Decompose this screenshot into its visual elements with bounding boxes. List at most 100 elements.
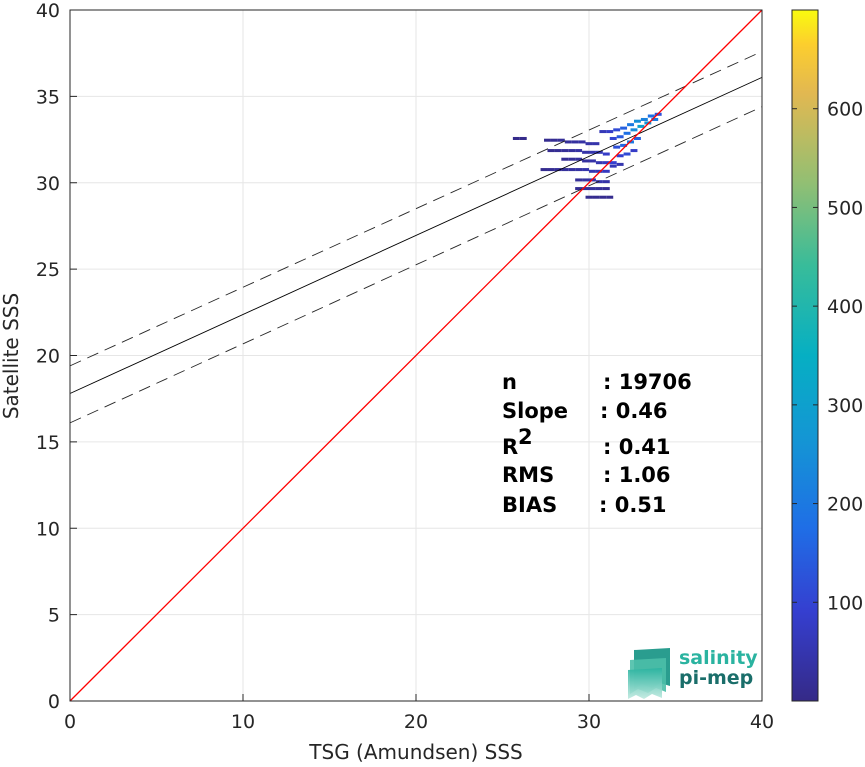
colorbar-tick-label: 600: [827, 99, 863, 121]
x-axis-title: TSG (Amundsen) SSS: [308, 740, 522, 764]
y-tick-label: 0: [48, 691, 60, 713]
density-cell: [575, 168, 583, 172]
stat-label: R: [502, 435, 518, 459]
density-cell: [606, 195, 614, 199]
density-cell: [575, 178, 583, 182]
density-cell: [585, 142, 593, 146]
colorbar-ticks: 100 200 300 400 500 600: [792, 99, 863, 614]
density-cell: [575, 157, 583, 161]
identity-line: [69, 9, 763, 702]
density-cell: [557, 138, 565, 142]
density-cell: [602, 187, 610, 191]
logo-text-line1: salinity: [679, 647, 758, 669]
density-cell: [589, 169, 596, 173]
density-cell: [599, 195, 607, 199]
x-tick-label: 20: [404, 711, 428, 733]
density-cell: [568, 157, 576, 161]
density-cell: [575, 187, 583, 191]
reference-lines: [69, 9, 763, 702]
stat-label: BIAS: [502, 493, 557, 517]
salinity-pi-mep-logo: salinity pi-mep: [628, 647, 758, 699]
x-tick-label: 40: [750, 711, 774, 733]
density-cell: [547, 168, 555, 172]
density-cell: [630, 128, 638, 132]
density-cell: [595, 187, 603, 191]
y-axis-title: Satellite SSS: [0, 293, 23, 419]
density-cell: [595, 161, 603, 165]
density-cell: [613, 128, 621, 132]
y-tick-label: 40: [36, 0, 60, 22]
density-cell: [602, 169, 610, 173]
density-cell: [606, 130, 614, 134]
density-cell: [575, 149, 583, 153]
density-cell: [589, 187, 596, 191]
colorbar-tick-label: 100: [827, 592, 863, 614]
density-cell: [550, 138, 558, 142]
stat-value: : 0.41: [603, 435, 671, 459]
density-cell: [595, 169, 603, 173]
stat-label: n: [502, 370, 517, 394]
density-cell: [630, 149, 638, 153]
y-tick-label: 30: [36, 173, 60, 195]
density-layer: [512, 112, 662, 199]
y-tick-label: 35: [36, 86, 60, 108]
stat-label: Slope: [502, 399, 568, 423]
stat-label: RMS: [502, 463, 554, 487]
density-cell: [582, 168, 589, 172]
density-cell: [568, 168, 576, 172]
y-tick-label: 15: [36, 432, 60, 454]
density-cell: [623, 152, 631, 156]
density-cell: [613, 145, 621, 149]
density-cell: [544, 138, 551, 142]
density-cell: [582, 150, 589, 154]
upper-confidence-line: [69, 51, 763, 367]
density-cell: [602, 180, 610, 184]
density-cell: [512, 136, 520, 140]
density-cell: [519, 136, 527, 140]
density-cell: [602, 152, 610, 156]
wave-logo-icon: [628, 648, 670, 699]
x-tick-label: 30: [577, 711, 601, 733]
y-tick-label: 10: [36, 518, 60, 540]
density-cell: [592, 195, 600, 199]
density-cell: [609, 161, 617, 165]
density-cell: [616, 135, 624, 139]
axis-ticks: 0 10 20 30 40 0 5 10 15 20 25 30 35 40: [36, 0, 774, 733]
density-cell: [564, 140, 572, 144]
lower-confidence-line: [69, 106, 763, 424]
density-cell: [554, 168, 562, 172]
x-tick-label: 0: [64, 711, 76, 733]
stat-label-superscript: 2: [518, 425, 533, 449]
regression-fit-line: [69, 76, 763, 394]
y-tick-label: 25: [36, 259, 60, 281]
y-tick-label: 5: [48, 605, 60, 627]
density-cell: [609, 164, 617, 168]
density-cell: [620, 143, 628, 147]
density-cell: [571, 140, 579, 144]
density-cell: [595, 180, 603, 184]
density-cell: [582, 187, 589, 191]
density-cell: [633, 119, 641, 123]
stat-value: : 1.06: [603, 463, 671, 487]
colorbar: [791, 9, 819, 702]
density-cell: [599, 130, 607, 134]
density-cell: [582, 159, 589, 163]
density-cell: [602, 161, 610, 165]
density-cell: [640, 117, 648, 121]
density-cell: [620, 126, 628, 130]
density-cell: [561, 168, 569, 172]
colorbar-tick-label: 200: [827, 494, 863, 516]
density-cell: [561, 157, 569, 161]
stat-value: : 0.46: [600, 399, 668, 423]
density-cell: [609, 136, 617, 140]
logo-text-line2: pi-mep: [679, 667, 753, 689]
y-tick-label: 20: [36, 346, 60, 368]
colorbar-tick-label: 500: [827, 197, 863, 219]
density-cell: [561, 149, 569, 153]
x-tick-label: 10: [231, 711, 255, 733]
stat-value: : 0.51: [599, 493, 667, 517]
density-cell: [578, 140, 586, 144]
stats-annotation: n: 19706 Slope: 0.46 R 2: 0.41 RMS: 1.06 BIAS…: [502, 370, 692, 517]
density-cell: [637, 124, 645, 128]
